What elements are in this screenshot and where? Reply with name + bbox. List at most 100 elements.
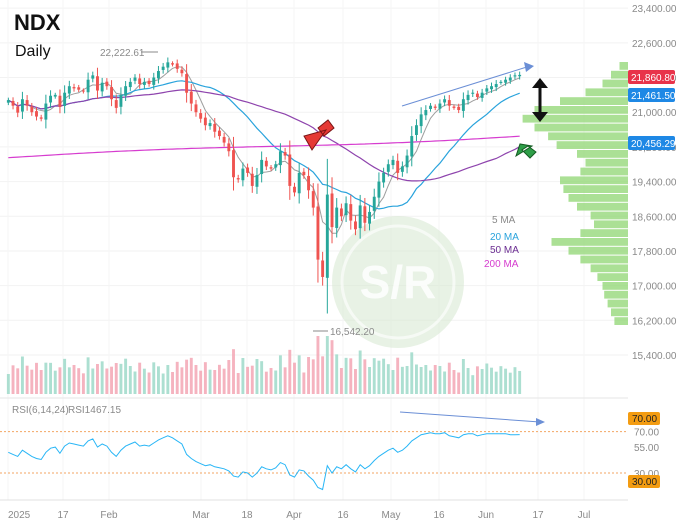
candle-body [194,104,198,113]
volume-bar [330,340,334,394]
candle-body [293,186,296,193]
candle-body [152,77,156,85]
volume-bar [217,364,221,394]
volume-bar [213,370,217,394]
symbol-title: NDX [14,10,61,35]
volume-bar [124,358,128,394]
candle-body [335,207,339,228]
volume-bar [438,366,442,394]
high-label: 22,222.61 [100,48,145,59]
volume-profile-bar [563,185,628,193]
volume-bar [293,362,296,394]
volume-bar [302,372,306,394]
volume-bar [311,359,315,394]
volume-profile-bar [580,167,628,176]
volume-bar [321,356,325,394]
candle-body [475,93,479,98]
candle-body [490,86,493,90]
volume-bar [316,336,320,394]
watermark-logo: S/R [332,216,464,348]
green-arrow-icon [515,143,537,159]
volume-bar [508,372,512,394]
volume-bar [443,371,447,394]
volume-bar [288,349,292,394]
candle-body [513,75,517,77]
volume-bar [250,365,254,394]
rsi-panel: 70.00 55.00 30.00 [0,428,659,491]
candle-body [203,117,207,126]
candle-body [250,173,254,186]
volume-bar [447,362,451,394]
volume-bar [53,370,57,394]
volume-bar [128,366,132,394]
volume-bar [419,367,423,394]
candle-body [147,80,151,85]
volume-bar [105,368,109,394]
y-tick-label: 15,400.00 [632,351,677,362]
x-tick-label: May [382,510,401,521]
candle-body [429,105,432,109]
rsi-line [8,432,520,491]
volume-bar [260,361,264,394]
x-tick-label: 16 [433,510,445,521]
volume-profile-bar [607,299,628,308]
candle-body [311,191,315,208]
x-tick-label: Jun [478,510,494,521]
candle-body [166,62,170,68]
y-tick-label: 19,400.00 [632,178,677,189]
rsi-trendline [399,411,541,423]
candle-body [232,150,235,178]
candle-body [213,123,217,132]
rsi-lower-tag-bg [628,475,660,488]
candle-body [260,159,264,174]
rsi-value: 67.15 [96,405,121,416]
volume-bar [246,366,250,394]
volume-bar [100,361,104,394]
candle-body [100,82,104,92]
volume-bar [222,368,226,394]
volume-bar [391,370,395,394]
volume-bar [81,373,85,394]
ma200-tag: 20,456.29 [631,139,676,150]
volume-bar [142,368,146,394]
volume-bar [283,367,287,394]
volume-bar [518,370,522,394]
volume-bar [410,352,414,394]
watermark-circle [332,216,464,348]
volume-profile-bar [551,238,628,246]
candle-body [302,171,306,176]
candle-body [344,203,348,216]
candle-body [49,95,53,103]
candle-body [11,100,15,106]
candle-body [86,79,90,93]
volume-profile-bar [568,194,628,202]
volume-bar [185,359,189,394]
trendline-upper [401,65,531,107]
candle-body [105,81,109,87]
candle-body [410,136,414,157]
volume-profile-bar [585,158,628,167]
volume-bar [63,358,67,394]
volume-bar [110,366,113,394]
volume-bar [194,365,198,394]
gap-arrow-top [532,78,548,88]
candle-body [325,194,329,278]
volume-bar [344,357,348,394]
volume-bar [147,372,151,394]
volume-bar [255,359,259,394]
volume-profile-bar [568,246,628,255]
candle-body [16,106,20,113]
volume-bar [58,367,62,394]
volume-bar [307,357,311,394]
volume-profile-bar [611,70,628,79]
gap-arrow-bottom [532,112,548,122]
x-tick-label: Mar [192,510,210,521]
volume-bar [227,360,231,394]
candle-body [321,260,325,277]
candle-body [157,71,160,79]
volume-bar [199,370,203,394]
candle-body [518,74,522,77]
volume-bar [349,358,353,394]
volume-bar [138,362,142,394]
